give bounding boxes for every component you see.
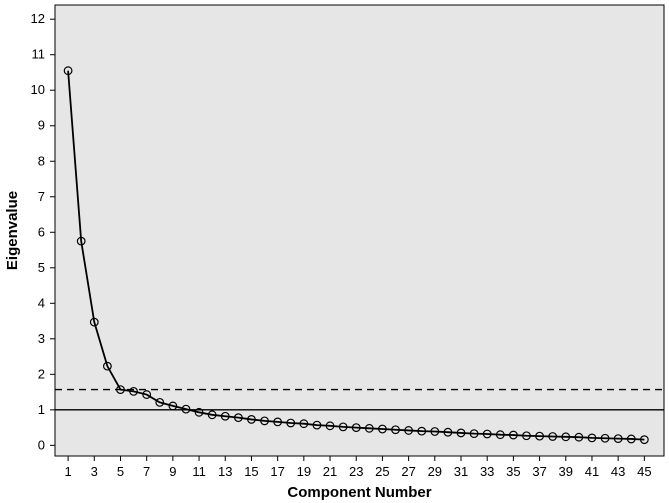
data-point <box>561 432 571 442</box>
x-tick-label: 27 <box>401 464 415 479</box>
y-tick-label: 8 <box>38 153 45 168</box>
x-tick-label: 39 <box>559 464 573 479</box>
data-point <box>535 431 544 441</box>
x-tick-label: 19 <box>297 464 311 479</box>
x-tick-label: 11 <box>192 464 206 479</box>
x-tick-label: 33 <box>480 464 494 479</box>
y-tick-label: 11 <box>32 47 46 62</box>
data-point <box>364 423 374 433</box>
data-point <box>456 428 466 438</box>
data-point <box>417 426 427 436</box>
data-point <box>613 434 623 443</box>
data-point <box>220 411 230 421</box>
data-point <box>116 385 125 394</box>
data-point <box>299 419 309 429</box>
data-point <box>247 415 256 424</box>
data-point <box>469 429 479 439</box>
y-tick-label: 4 <box>38 295 45 310</box>
x-tick-label: 7 <box>143 464 150 479</box>
data-point <box>639 435 649 445</box>
x-tick-label: 31 <box>454 464 468 479</box>
y-tick-label: 5 <box>38 260 45 275</box>
data-point <box>102 361 112 371</box>
x-tick-label: 15 <box>244 464 258 479</box>
data-point <box>142 390 152 399</box>
x-tick-label: 13 <box>218 464 232 479</box>
y-tick-label: 9 <box>38 118 45 133</box>
y-tick-label: 12 <box>31 11 45 26</box>
data-point <box>325 421 335 431</box>
data-point <box>286 418 296 428</box>
reference-lines <box>55 388 664 411</box>
data-point <box>430 427 440 436</box>
x-tick-label: 3 <box>91 464 98 479</box>
x-tick-label: 43 <box>611 464 625 479</box>
data-point <box>260 416 269 426</box>
y-tick-label: 6 <box>38 224 45 239</box>
x-axis: 1 3 5 7 9 11 13 15 17 19 21 23 25 27 29 31 33 35 37 39 41 43 4… <box>64 456 652 479</box>
x-tick-label: 17 <box>270 464 284 479</box>
data-point <box>522 431 531 441</box>
data-point <box>338 422 348 432</box>
data-point <box>351 423 361 432</box>
x-tick-label: 35 <box>506 464 520 479</box>
y-tick-label: 10 <box>31 82 45 97</box>
data-point <box>207 410 217 420</box>
data-point <box>273 417 283 427</box>
x-tick-label: 37 <box>532 464 546 479</box>
data-point <box>587 433 597 443</box>
x-tick-label: 1 <box>64 464 71 479</box>
series <box>63 66 649 445</box>
x-axis-title: Component Number <box>287 484 431 501</box>
data-point <box>129 386 138 396</box>
y-tick-label: 1 <box>38 402 45 417</box>
data-point <box>155 397 165 407</box>
data-point <box>626 434 636 444</box>
data-point <box>482 429 492 439</box>
data-point <box>508 430 518 440</box>
x-tick-label: 23 <box>349 464 363 479</box>
data-point <box>181 404 191 414</box>
x-tick-label: 29 <box>428 464 442 479</box>
data-point <box>194 407 204 417</box>
data-point <box>495 430 505 440</box>
data-point <box>63 66 73 76</box>
data-point <box>378 424 387 434</box>
x-tick-label: 9 <box>169 464 176 479</box>
data-point <box>574 432 584 442</box>
y-tick-label: 3 <box>38 331 45 346</box>
data-point <box>548 432 558 441</box>
data-point <box>391 425 400 435</box>
x-tick-label: 5 <box>117 464 124 479</box>
data-point <box>443 427 453 437</box>
data-point <box>312 420 322 430</box>
data-point <box>404 426 414 435</box>
y-tick-label: 2 <box>38 366 45 381</box>
x-tick-label: 45 <box>637 464 651 479</box>
data-point <box>89 317 99 327</box>
data-point <box>233 413 243 423</box>
y-tick-label: 0 <box>38 437 45 452</box>
y-axis-title: Eigenvalue <box>4 191 21 270</box>
data-point <box>168 401 178 411</box>
plot-area <box>54 4 665 457</box>
x-tick-label: 25 <box>375 464 389 479</box>
y-tick-label: 7 <box>38 189 45 204</box>
x-tick-label: 21 <box>323 464 337 479</box>
data-point <box>600 433 610 443</box>
data-point <box>76 236 86 246</box>
x-tick-label: 41 <box>585 464 599 479</box>
